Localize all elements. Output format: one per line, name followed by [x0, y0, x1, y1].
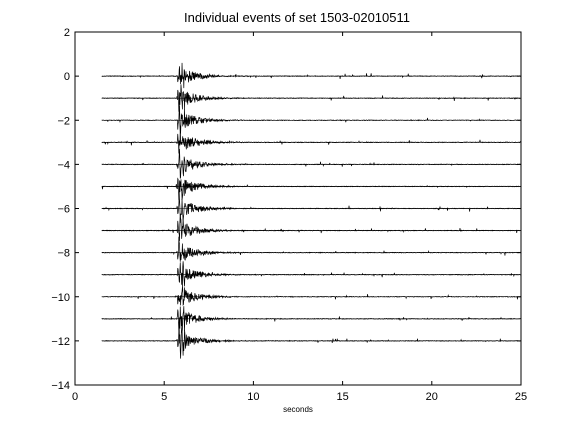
x-tick-label: 15: [336, 391, 348, 403]
traces-group: [101, 62, 522, 359]
y-tick-label: −14: [51, 380, 70, 392]
x-tick-label: 20: [426, 391, 438, 403]
y-tick-label: −2: [57, 115, 70, 127]
chart-title: Individual events of set 1503-02010511: [184, 10, 410, 25]
x-tick-label: 10: [247, 391, 259, 403]
y-tick-label: −10: [51, 292, 70, 304]
x-tick-label: 25: [515, 391, 527, 403]
x-axis-label: seconds: [283, 405, 313, 414]
x-tick-label: 0: [72, 391, 78, 403]
y-tick-label: −8: [57, 248, 70, 260]
y-tick-label: 0: [64, 71, 70, 83]
y-tick-label: −6: [57, 204, 70, 216]
y-tick-label: 2: [64, 27, 70, 39]
y-tick-label: −12: [51, 336, 70, 348]
x-tick-label: 5: [161, 391, 167, 403]
y-tick-label: −4: [57, 159, 70, 171]
